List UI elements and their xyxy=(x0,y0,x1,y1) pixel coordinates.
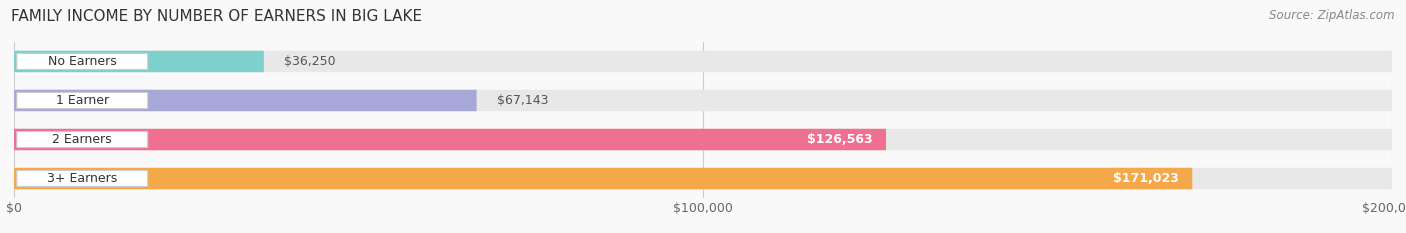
FancyBboxPatch shape xyxy=(17,93,148,109)
FancyBboxPatch shape xyxy=(14,90,1392,111)
Text: FAMILY INCOME BY NUMBER OF EARNERS IN BIG LAKE: FAMILY INCOME BY NUMBER OF EARNERS IN BI… xyxy=(11,9,422,24)
FancyBboxPatch shape xyxy=(14,129,886,150)
Text: Source: ZipAtlas.com: Source: ZipAtlas.com xyxy=(1270,9,1395,22)
Text: $171,023: $171,023 xyxy=(1112,172,1178,185)
Text: $36,250: $36,250 xyxy=(284,55,336,68)
FancyBboxPatch shape xyxy=(14,51,264,72)
Text: 2 Earners: 2 Earners xyxy=(52,133,112,146)
FancyBboxPatch shape xyxy=(14,168,1392,189)
Text: $126,563: $126,563 xyxy=(807,133,872,146)
FancyBboxPatch shape xyxy=(14,129,1392,150)
FancyBboxPatch shape xyxy=(14,51,1392,72)
FancyBboxPatch shape xyxy=(14,90,477,111)
Text: $67,143: $67,143 xyxy=(498,94,548,107)
Text: 3+ Earners: 3+ Earners xyxy=(48,172,117,185)
FancyBboxPatch shape xyxy=(17,171,148,187)
FancyBboxPatch shape xyxy=(14,168,1192,189)
Text: 1 Earner: 1 Earner xyxy=(56,94,108,107)
FancyBboxPatch shape xyxy=(17,53,148,69)
FancyBboxPatch shape xyxy=(17,131,148,147)
Text: No Earners: No Earners xyxy=(48,55,117,68)
